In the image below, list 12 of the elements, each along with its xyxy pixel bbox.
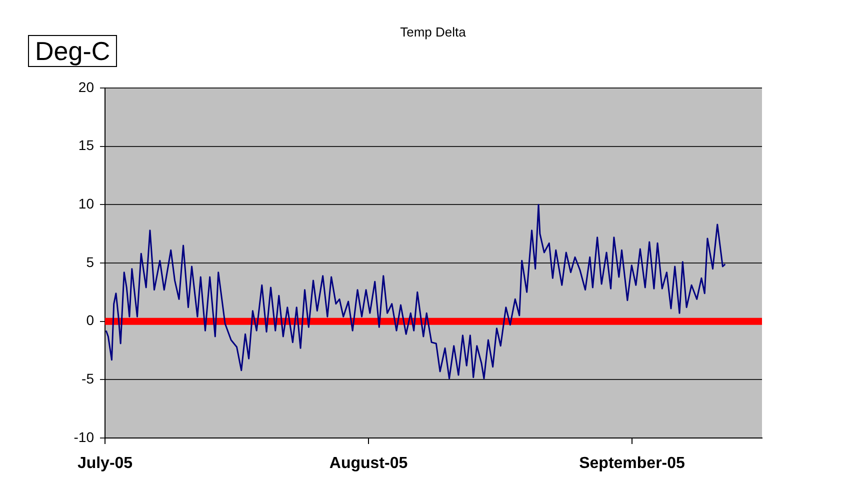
y-tick-label: 10 [78,196,94,212]
chart-title: Temp Delta [400,24,467,40]
y-tick-label: 0 [86,312,94,328]
y-tick-label: 5 [86,254,94,270]
y-tick-label: -10 [74,428,94,445]
y-tick-label: -5 [82,370,94,387]
y-tick-label: 15 [78,137,94,154]
x-tick-label: July-05 [77,455,133,472]
x-tick-label: August-05 [329,455,408,472]
y-tick-label: 20 [78,78,94,95]
y-axis-title: Deg-C [28,35,118,67]
x-tick-label: September-05 [579,455,686,472]
